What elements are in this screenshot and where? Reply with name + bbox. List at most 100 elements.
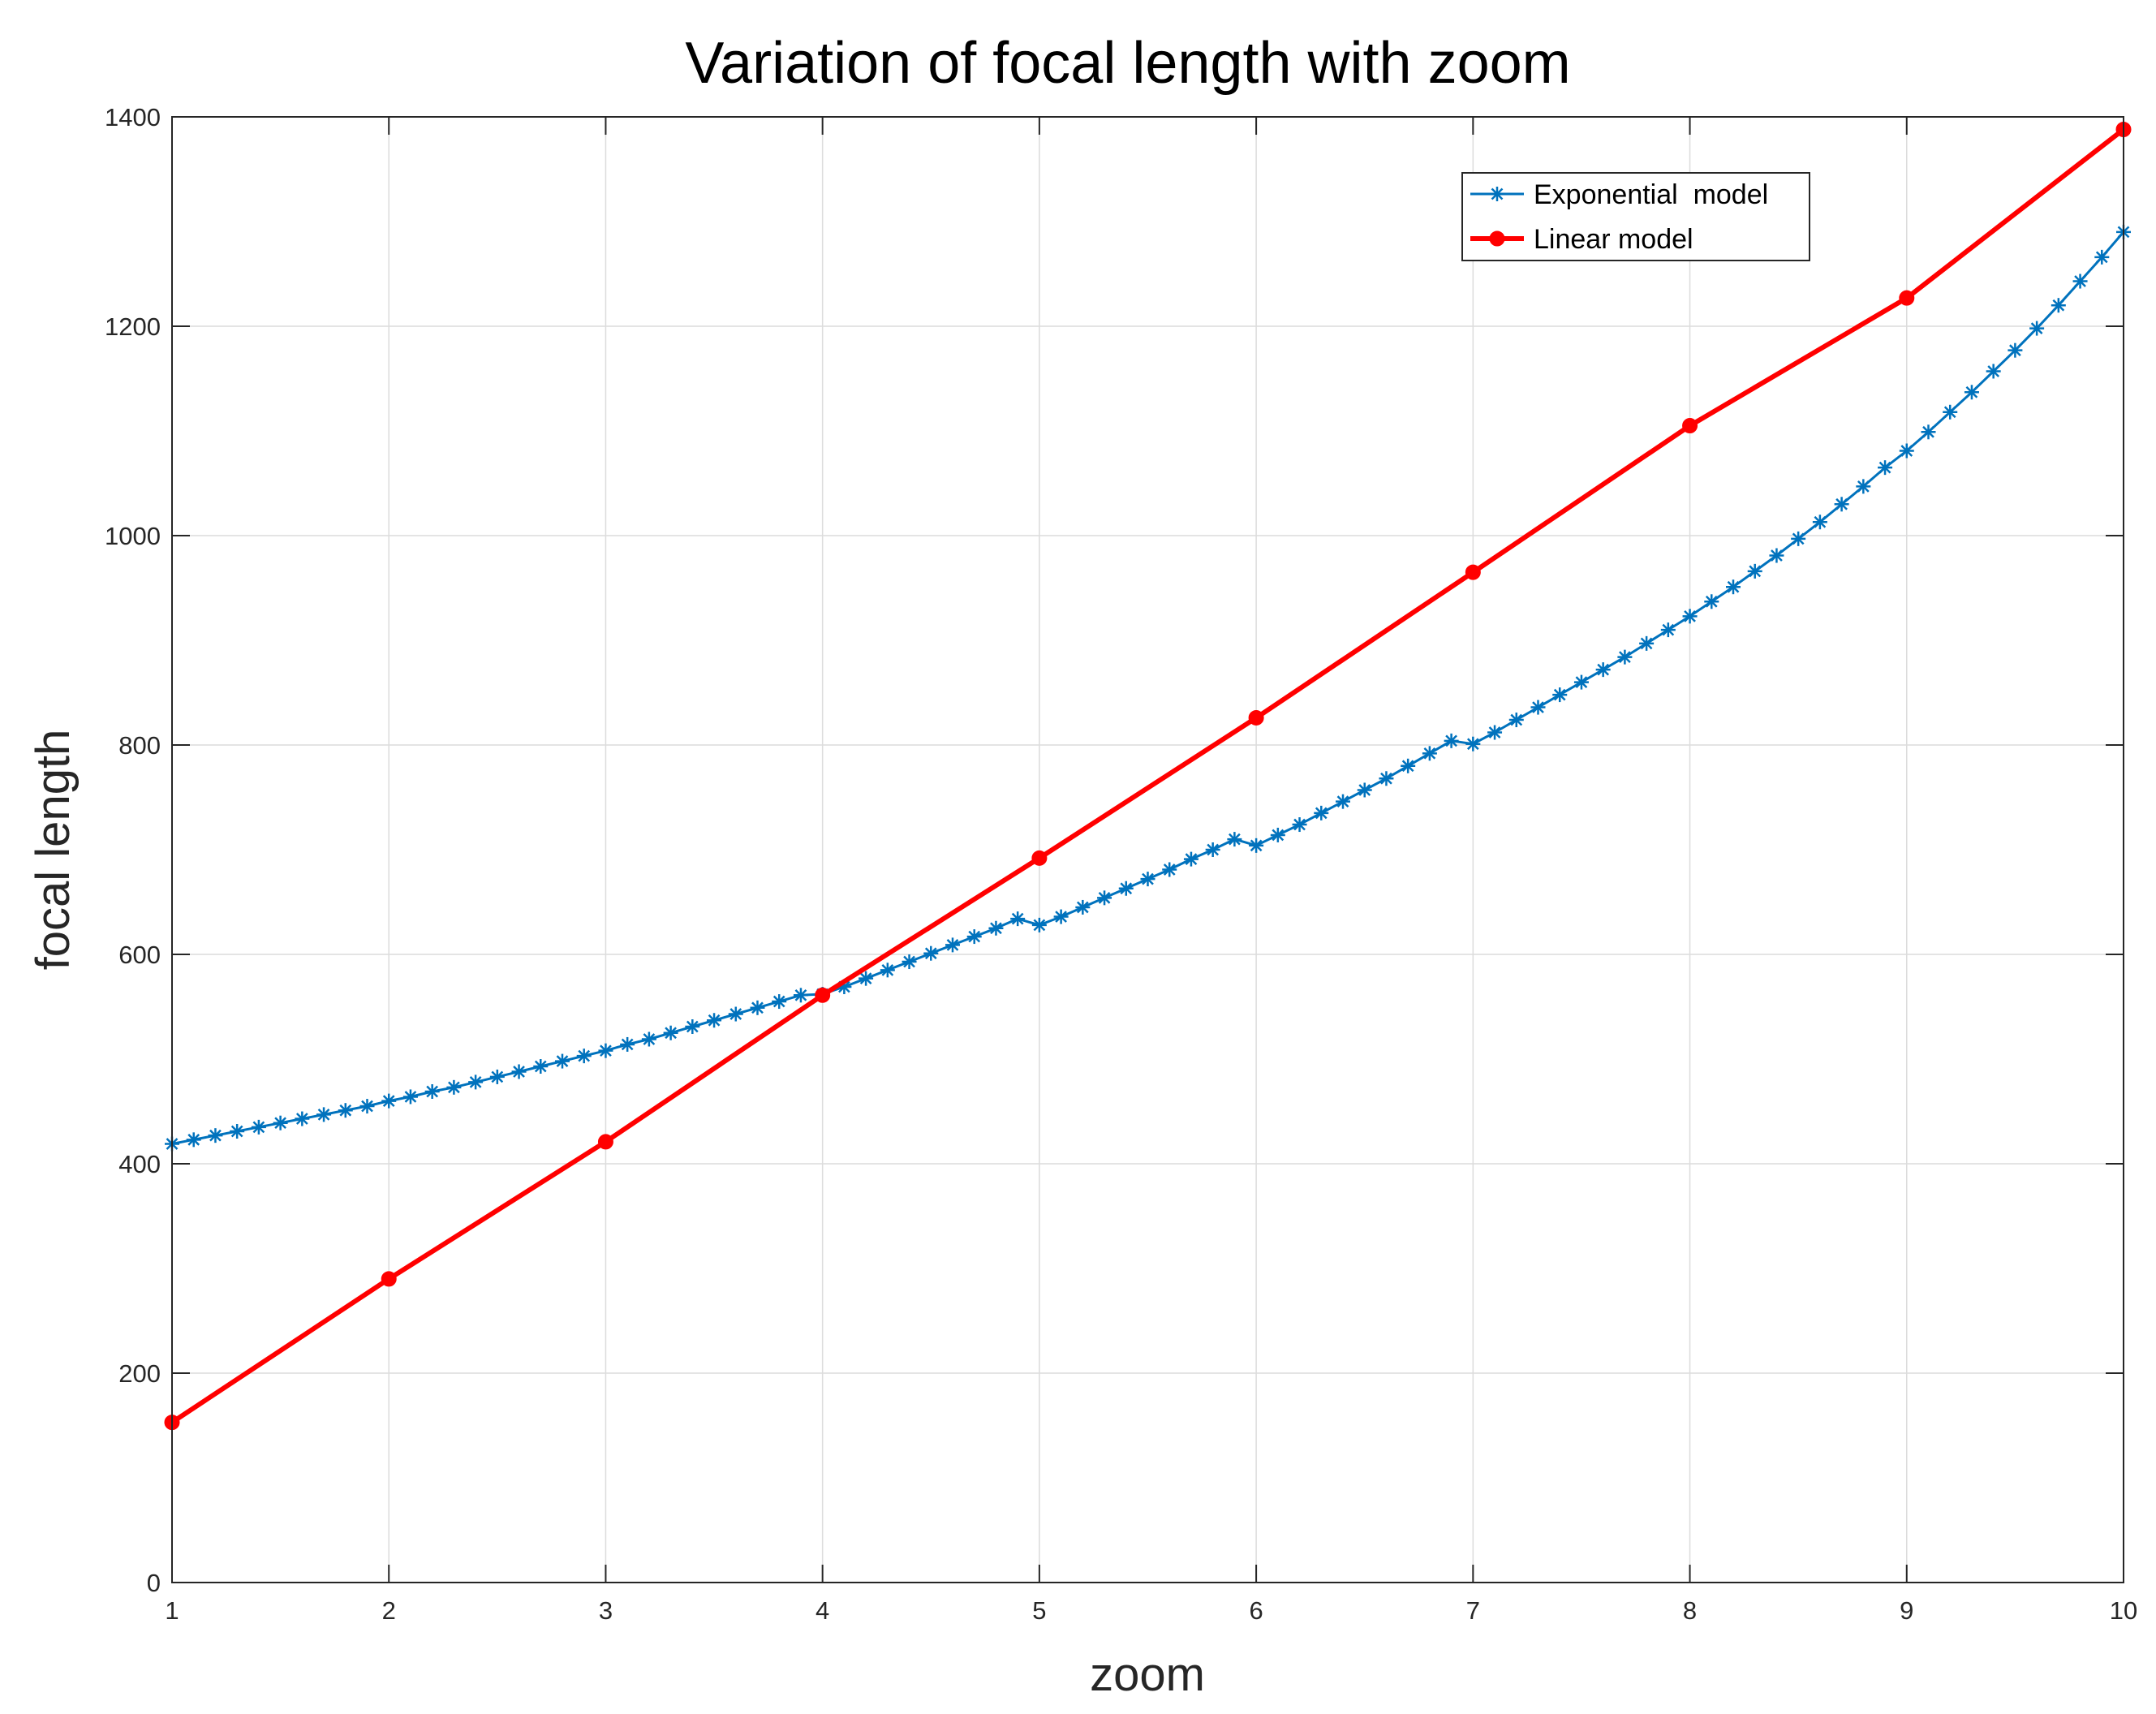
x-tick-label: 3	[599, 1596, 613, 1625]
exponential-point	[1140, 872, 1155, 887]
exponential-point	[576, 1049, 592, 1064]
exponential-point	[251, 1119, 266, 1135]
exponential-point	[1943, 404, 1958, 420]
linear-point	[815, 987, 831, 1003]
legend-asterisk	[1490, 187, 1504, 201]
y-tick-label: 400	[118, 1150, 161, 1178]
series-exponential	[165, 224, 2131, 1152]
linear-line	[170, 127, 2125, 1425]
x-tick-label: 9	[1900, 1596, 1913, 1625]
legend-box	[1461, 172, 1810, 261]
legend-marker-exponential	[1490, 187, 1504, 201]
exponential-point	[685, 1019, 700, 1035]
exponential-point	[859, 971, 874, 986]
exponential-point	[230, 1124, 245, 1139]
x-tick-label: 2	[382, 1596, 396, 1625]
exponential-point	[316, 1107, 332, 1122]
exponential-point	[1401, 758, 1416, 773]
legend-dot	[1489, 230, 1505, 247]
series-linear	[164, 121, 2132, 1431]
exponential-point	[663, 1025, 678, 1040]
exponential-point	[533, 1059, 549, 1074]
exponential-point	[2094, 249, 2110, 265]
tick-labels: 1 2 3 4 5 6 7 8 9 10 0 200 400 600 800 1000 1200 1400	[105, 103, 2137, 1625]
exponential-point	[945, 937, 960, 953]
exponential-point	[1878, 460, 1893, 476]
exponential-point	[338, 1103, 353, 1118]
exponential-point	[728, 1006, 743, 1022]
linear-point	[1248, 709, 1264, 726]
chart-title: Variation of focal length with zoom	[685, 31, 1570, 96]
exponential-point	[1747, 563, 1762, 579]
exponential-point	[511, 1064, 527, 1079]
x-tick-label: 5	[1032, 1596, 1046, 1625]
exponential-point	[1336, 794, 1350, 809]
exponential-point	[381, 1093, 397, 1109]
plot-frame	[171, 116, 2124, 1583]
exponential-point	[1986, 364, 2001, 379]
exponential-point	[1704, 594, 1719, 609]
x-tick-label: 6	[1249, 1596, 1263, 1625]
exponential-point	[1921, 424, 1936, 440]
exponential-point	[793, 988, 808, 1003]
exponential-point	[1465, 736, 1481, 751]
exponential-point	[1075, 899, 1091, 915]
exponential-point	[295, 1111, 310, 1126]
exponential-point	[1552, 687, 1568, 703]
exponential-point	[208, 1128, 223, 1143]
exponential-point	[468, 1074, 484, 1090]
legend-marker-linear	[1489, 230, 1505, 247]
exponential-point	[2051, 298, 2066, 313]
y-tick-label: 200	[118, 1359, 161, 1388]
y-tick-label: 1400	[105, 103, 161, 131]
exponential-point	[2029, 321, 2045, 336]
x-tick-label: 10	[2110, 1596, 2137, 1625]
exponential-point	[1726, 579, 1741, 595]
exponential-point	[880, 963, 895, 978]
exponential-point	[1097, 890, 1112, 906]
exponential-point	[555, 1053, 570, 1069]
exponential-point	[902, 954, 917, 970]
exponential-point	[1270, 827, 1285, 842]
exponential-point	[1249, 838, 1264, 853]
exponential-point	[1856, 479, 1871, 494]
exponential-point	[988, 920, 1004, 936]
exponential-point	[1899, 443, 1914, 459]
linear-point	[1682, 418, 1698, 434]
exponential-point	[2008, 342, 2023, 358]
x-tick-label: 8	[1683, 1596, 1697, 1625]
y-axis-label: focal length	[27, 730, 80, 971]
exponential-point	[1444, 733, 1459, 748]
exponential-point	[772, 994, 787, 1010]
exponential-point	[1530, 700, 1546, 715]
y-tick-label: 800	[118, 731, 161, 760]
y-tick-label: 0	[147, 1569, 161, 1597]
exponential-point	[1010, 911, 1026, 927]
exponential-point	[424, 1083, 440, 1099]
exponential-point	[620, 1036, 635, 1052]
exponential-point	[446, 1079, 462, 1095]
plot-area	[172, 117, 2124, 1583]
exponential-point	[273, 1115, 288, 1130]
exponential-point	[966, 929, 982, 945]
exponential-point	[1162, 862, 1177, 877]
x-tick-label: 1	[165, 1596, 179, 1625]
exponential-point	[1639, 635, 1655, 651]
x-axis-label: zoom	[1090, 1648, 1205, 1701]
exponential-point	[750, 1000, 765, 1015]
exponential-point	[1682, 609, 1698, 624]
exponential-point	[1183, 851, 1198, 867]
series	[164, 121, 2132, 1431]
exponential-point	[1573, 674, 1589, 690]
exponential-point	[1595, 662, 1611, 678]
y-tick-label: 600	[118, 941, 161, 969]
legend-label-linear: Linear model	[1534, 224, 1693, 255]
exponential-point	[489, 1069, 505, 1084]
exponential-point	[1292, 817, 1307, 833]
x-tick-label: 4	[815, 1596, 829, 1625]
exponential-point	[1791, 531, 1806, 546]
exponential-point	[1422, 746, 1437, 761]
linear-point	[1899, 290, 1915, 306]
exponential-point	[402, 1089, 418, 1105]
